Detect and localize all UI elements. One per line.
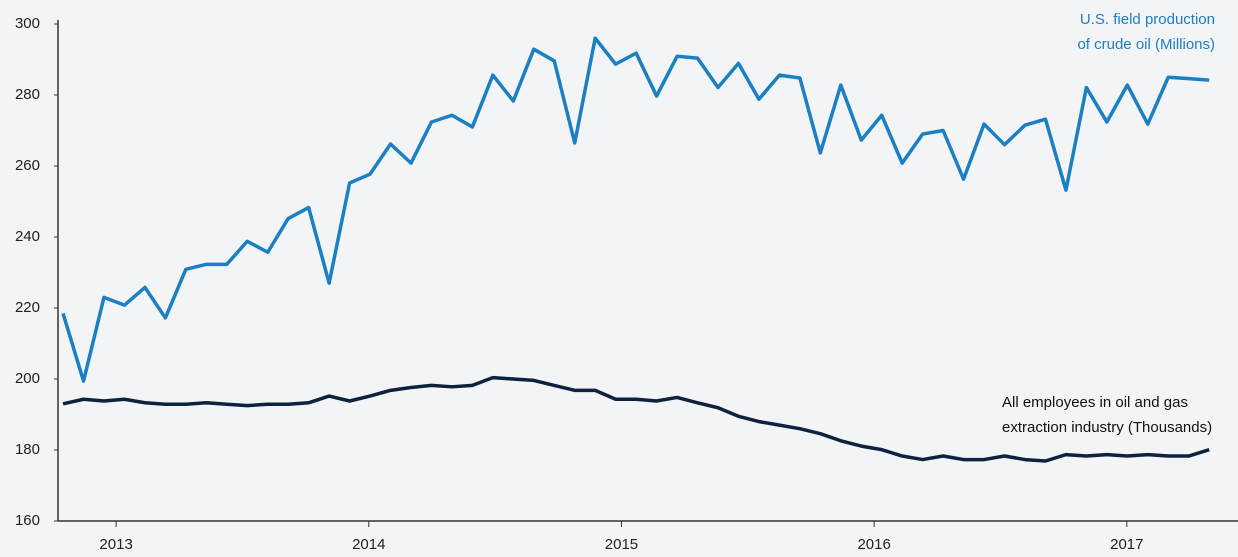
x-tick-label: 2014 xyxy=(352,536,385,553)
y-tick-label: 160 xyxy=(15,512,40,529)
y-tick-label: 280 xyxy=(15,86,40,103)
series-label: U.S. field production xyxy=(1080,11,1215,28)
series-label: All employees in oil and gas xyxy=(1002,394,1188,411)
x-tick-label: 2013 xyxy=(99,536,132,553)
series-line xyxy=(61,36,1210,383)
x-tick-label: 2016 xyxy=(857,536,890,553)
series-line xyxy=(62,375,1210,463)
y-tick-label: 240 xyxy=(15,228,40,245)
x-tick-label: 2017 xyxy=(1110,536,1143,553)
series-label: extraction industry (Thousands) xyxy=(1002,419,1212,436)
series-label: of crude oil (Millions) xyxy=(1077,36,1215,53)
y-tick-label: 200 xyxy=(15,370,40,387)
y-tick-label: 220 xyxy=(15,299,40,316)
x-tick-label: 2015 xyxy=(605,536,638,553)
y-tick-label: 300 xyxy=(15,15,40,32)
y-tick-label: 180 xyxy=(15,441,40,458)
y-tick-label: 260 xyxy=(15,157,40,174)
